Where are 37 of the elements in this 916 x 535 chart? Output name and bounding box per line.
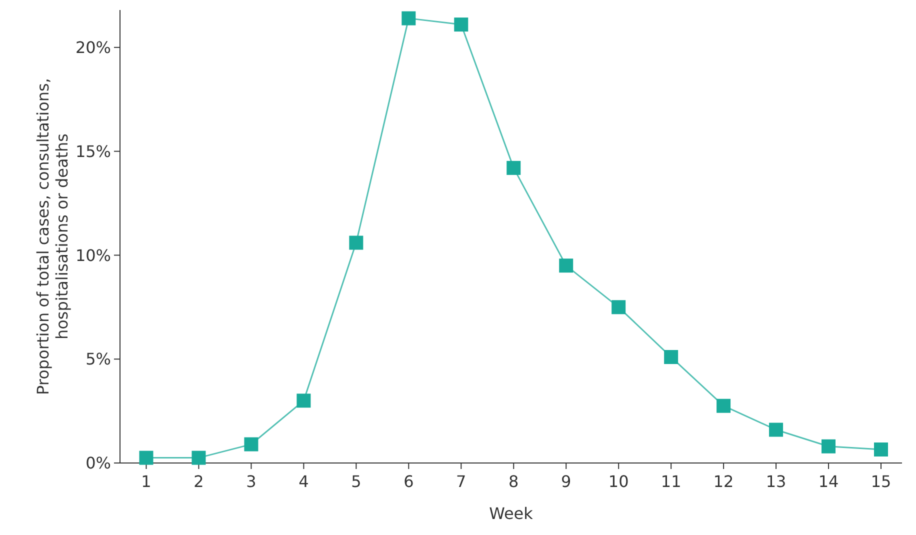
x-tick-label: 13: [766, 472, 786, 491]
point: [454, 18, 468, 32]
x-tick-label: 1: [141, 472, 152, 491]
point: [244, 437, 258, 452]
y-tick-label: 10%: [75, 246, 111, 265]
y-tick-label: 0%: [86, 454, 111, 473]
point: [192, 450, 206, 465]
x-tick-label: 7: [456, 472, 466, 491]
point: [402, 11, 416, 26]
x-tick-label: 12: [713, 472, 734, 491]
x-tick-label: 9: [561, 472, 572, 491]
x-tick-label: 8: [508, 472, 519, 491]
point: [716, 398, 731, 413]
point: [139, 450, 154, 465]
x-tick-label: 11: [660, 472, 682, 491]
point: [822, 439, 836, 454]
x-tick-label: 10: [608, 472, 629, 491]
point: [559, 258, 574, 273]
x-tick-label: 14: [818, 472, 839, 491]
y-axis-title: Proportion of total cases, consultations, hospitalisations or deaths: [33, 78, 72, 395]
point: [664, 350, 678, 364]
x-tick-label: 4: [298, 472, 309, 491]
point: [769, 422, 784, 437]
x-axis-title: Week: [489, 504, 534, 523]
x-tick-label: 15: [870, 472, 892, 491]
point: [296, 394, 311, 408]
y-tick-label: 15%: [75, 142, 111, 161]
point: [874, 442, 888, 456]
x-tick-label: 5: [351, 472, 362, 491]
x-tick-label: 3: [246, 472, 256, 491]
y-tick-label: 20%: [75, 38, 111, 58]
x-tick-label: 6: [404, 472, 414, 491]
point: [349, 236, 364, 250]
x-tick-label: 2: [194, 472, 204, 491]
y-tick-label: 5%: [86, 350, 111, 369]
point: [506, 160, 521, 175]
point: [612, 300, 626, 314]
